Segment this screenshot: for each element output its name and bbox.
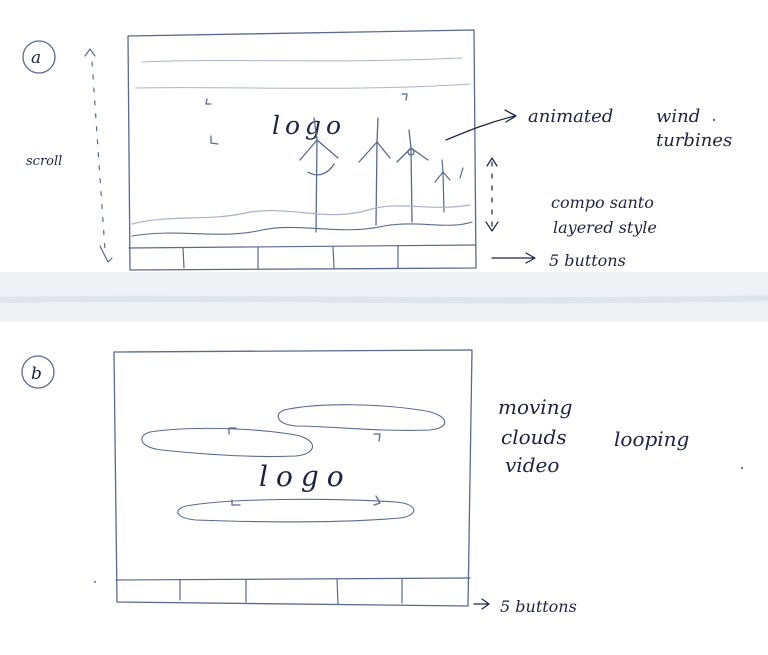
- layer-height-arrow-up-icon: [486, 157, 498, 167]
- turbines-arrow: [445, 109, 517, 141]
- sketch-b-marker-circle: [21, 355, 55, 389]
- sketch-a-logo: logo: [272, 111, 346, 140]
- sketch-a-annotation-buttons: 5 buttons: [549, 251, 626, 270]
- annotation-clouds-line3: looping: [614, 427, 689, 451]
- stray-dot: [712, 118, 716, 122]
- sketch-b-button-dividers: [179, 578, 403, 605]
- sketch-a-button-bar-top: [128, 244, 477, 249]
- annotation-clouds-line1: moving: [498, 395, 572, 419]
- cloud-top-right: [277, 404, 446, 431]
- wind-turbine-right: [396, 129, 429, 223]
- wind-turbine-small: [434, 159, 464, 213]
- scroll-label: scroll: [26, 154, 62, 169]
- sketch-a-marker-label: a: [31, 48, 41, 68]
- sketch-b-button-divider: [336, 578, 339, 605]
- paper-fold-crease: [0, 295, 768, 304]
- scroll-arrow-up-icon: [84, 48, 96, 57]
- wind-turbine-center: [358, 117, 391, 226]
- sketch-b-buttons-arrow: [473, 598, 490, 610]
- annotation-style-line1: compo santo: [551, 193, 654, 212]
- layered-hills-back: [131, 204, 471, 225]
- annotation-turbines-line2: wind: [656, 106, 700, 127]
- sketch-a-top-scratch-2: [134, 83, 471, 89]
- logo-frame-bottom-right: [373, 495, 381, 506]
- annotation-clouds-line2: clouds: [501, 425, 567, 449]
- scroll-dotted-line: [91, 61, 106, 251]
- sketch-a-button-divider: [332, 246, 335, 269]
- stray-dot: [740, 466, 744, 470]
- annotation-clouds-line4: video: [505, 453, 559, 477]
- wind-turbine-large: [299, 117, 339, 233]
- sketch-b-annotation-buttons: 5 buttons: [500, 597, 577, 616]
- annotation-turbines-line1: animated: [528, 106, 613, 127]
- sketch-b-frame: [113, 349, 473, 607]
- logo-frame-bottom-left: [210, 135, 219, 145]
- sketch-a: a scroll logo: [22, 29, 732, 271]
- sketch-b-logo: logo: [259, 460, 352, 493]
- sketch-a-button-dividers: [182, 245, 399, 270]
- sketch-b-button-bar-top: [115, 577, 471, 581]
- cloud-middle-left: [141, 427, 313, 458]
- logo-frame-top-right: [373, 433, 381, 442]
- sketch-b-marker-label: b: [31, 364, 42, 384]
- sketch-b: b logo moving clouds looping video 5 but…: [21, 349, 689, 616]
- sketch-a-frame: [127, 29, 477, 271]
- logo-frame-bottom-left: [231, 499, 241, 506]
- sketch-a-button-divider: [182, 247, 185, 269]
- cloud-bottom: [177, 498, 415, 523]
- sketch-a-marker-circle: [22, 40, 56, 74]
- annotation-turbines-line3: turbines: [656, 130, 732, 151]
- stray-dot: [94, 581, 96, 583]
- logo-frame-top-right: [401, 93, 408, 101]
- logo-frame-top-left: [205, 98, 212, 105]
- logo-frame-top-left: [228, 427, 237, 435]
- sketch-a-top-scratch: [141, 57, 463, 63]
- layer-height-arrow-down-icon: [485, 221, 499, 232]
- sketch-a-buttons-arrow: [491, 252, 536, 264]
- layered-hills-front: [131, 221, 473, 237]
- scroll-arrow-down-icon: [99, 245, 113, 263]
- annotation-style-line2: layered style: [553, 218, 657, 237]
